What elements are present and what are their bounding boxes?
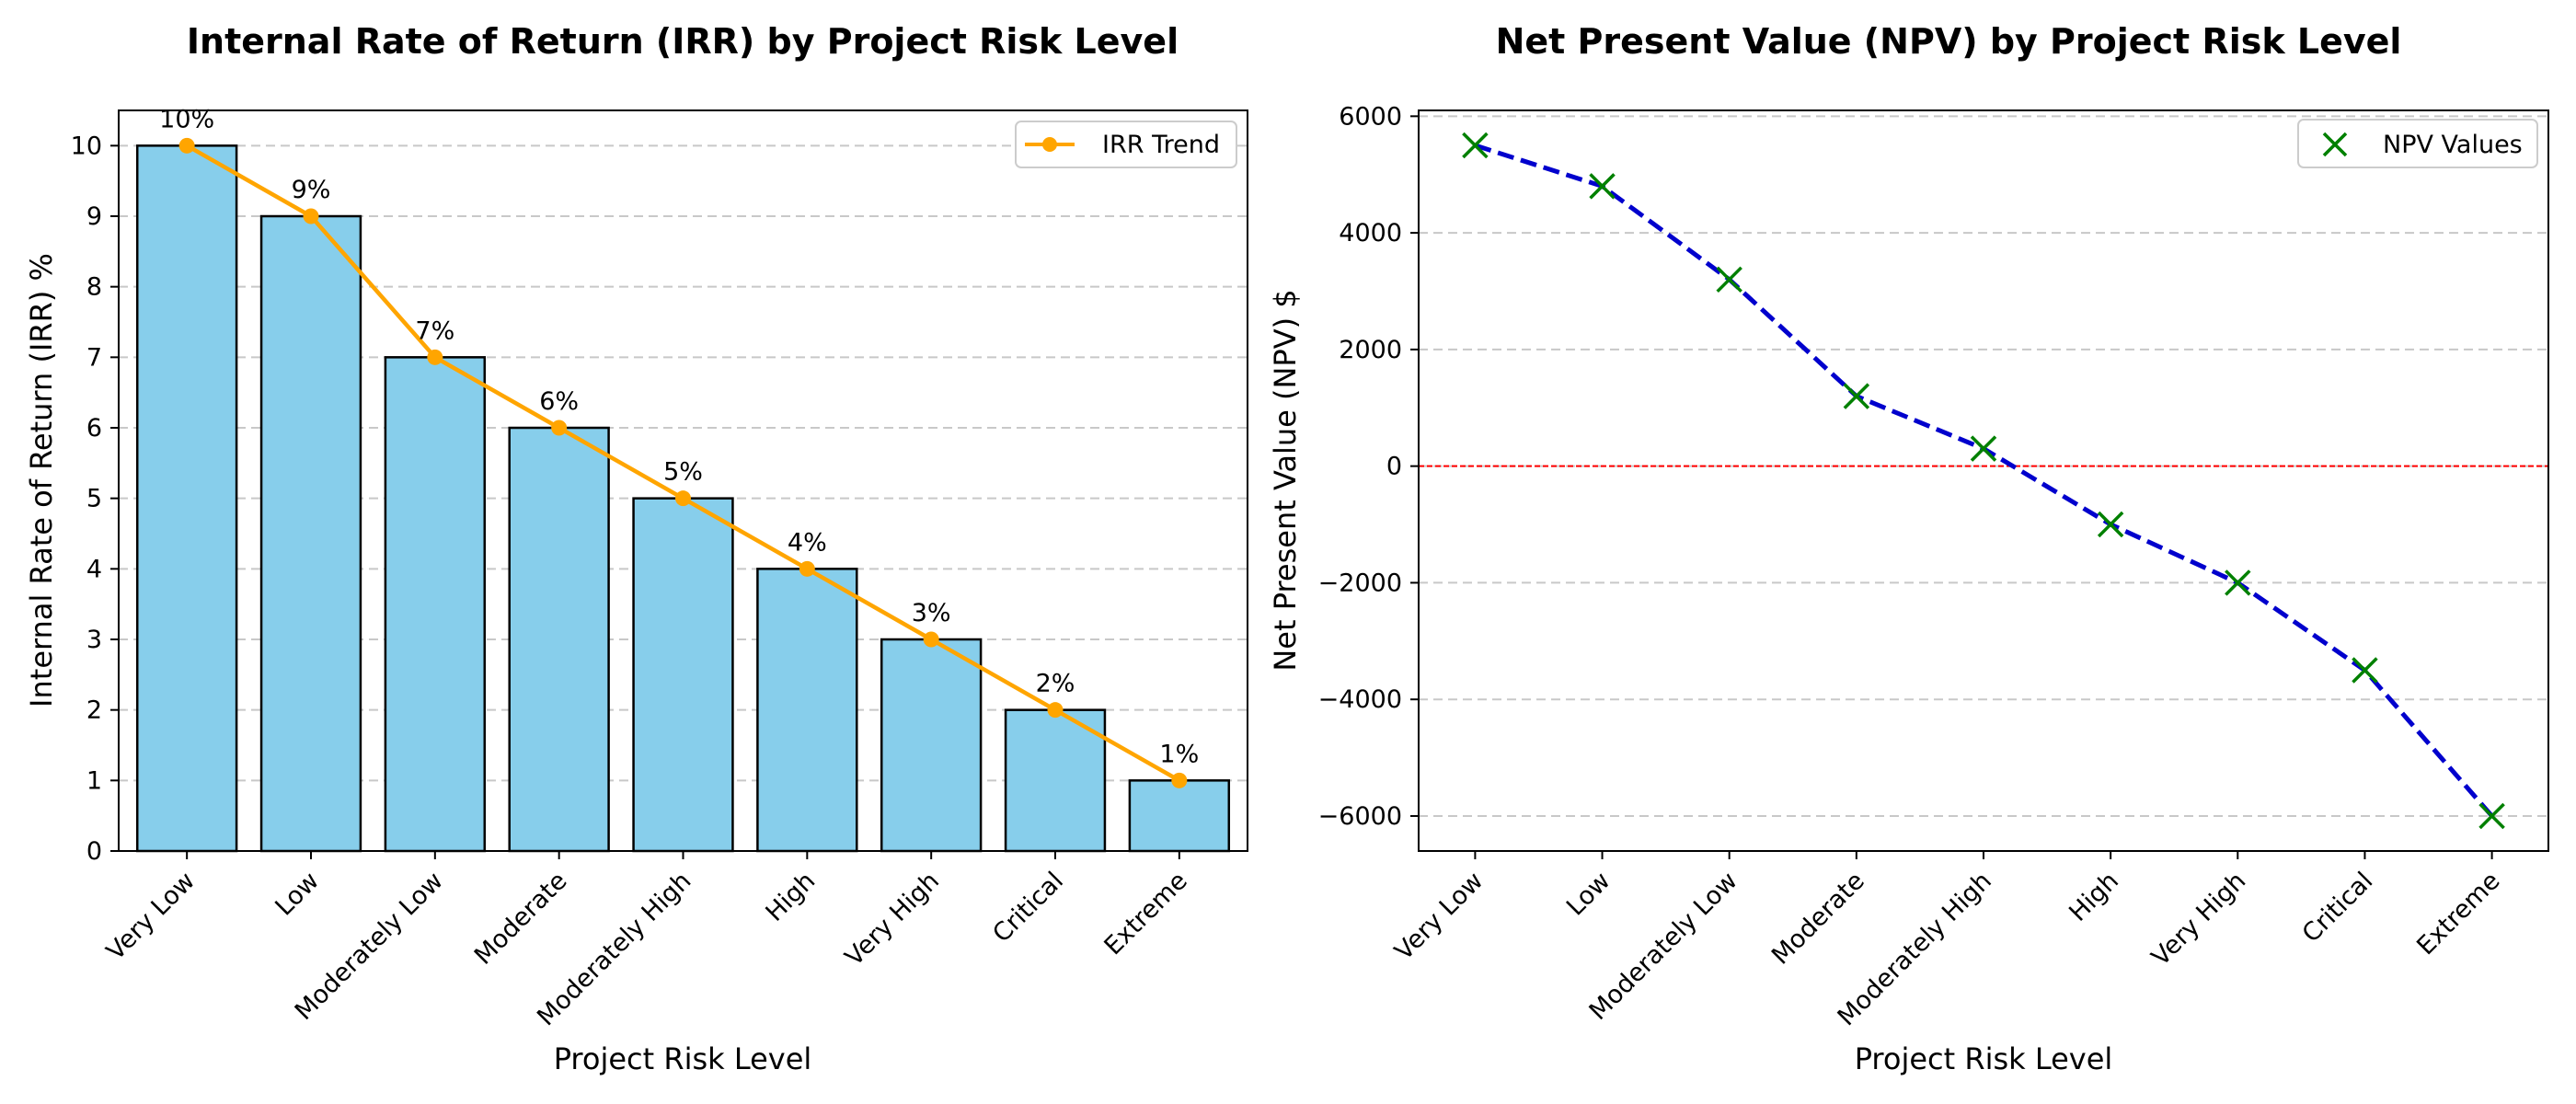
npv-markers xyxy=(1462,132,2505,830)
irr-y-tick-label: 0 xyxy=(86,837,102,866)
irr-bars xyxy=(135,144,1231,853)
irr-data-label: 2% xyxy=(1036,670,1075,698)
irr-y-tick-label: 2 xyxy=(86,696,102,725)
npv-y-tick-label: 4000 xyxy=(1339,219,1402,247)
irr-trend-point xyxy=(799,560,815,577)
npv-x-tick-label: Moderate xyxy=(1766,867,1870,971)
irr-y-tick-label: 3 xyxy=(86,626,102,654)
irr-data-label: 6% xyxy=(539,387,579,416)
irr-y-tick-label: 7 xyxy=(86,343,102,372)
npv-point-marker xyxy=(1462,132,1489,159)
irr-trend-point xyxy=(1171,772,1188,788)
npv-point-marker xyxy=(1970,435,1997,462)
irr-bar xyxy=(508,426,610,853)
irr-legend-box xyxy=(1015,121,1237,168)
npv-x-tick-label: Extreme xyxy=(2411,867,2505,960)
irr-trend-point xyxy=(551,420,568,436)
irr-bar xyxy=(880,638,983,853)
npv-x-tick-label: Low xyxy=(1561,867,1616,922)
irr-legend: IRR Trend xyxy=(1015,121,1237,168)
irr-data-label: 9% xyxy=(292,176,331,204)
irr-trend-point xyxy=(178,137,195,154)
irr-data-label: 1% xyxy=(1159,740,1199,768)
irr-x-tick-label: Critical xyxy=(987,867,1069,949)
npv-y-tick-label: 2000 xyxy=(1339,336,1402,364)
npv-point-marker xyxy=(1843,383,1870,409)
npv-y-tick-label: −2000 xyxy=(1318,569,1402,597)
npv-point-marker xyxy=(2478,802,2505,830)
irr-bar xyxy=(1128,779,1231,853)
irr-trend-point xyxy=(427,349,443,365)
npv-point-marker xyxy=(2225,569,2251,596)
irr-trend-point xyxy=(1047,702,1064,719)
irr-y-tick-label: 6 xyxy=(86,414,102,443)
irr-trend-line xyxy=(178,137,1188,788)
npv-y-ticks: −6000 −4000 −2000 0 2000 4000 6000 xyxy=(1318,102,1419,831)
npv-legend-label: NPV Values xyxy=(2383,131,2523,159)
npv-y-axis-label: Net Present Value (NPV) $ xyxy=(1268,289,1303,671)
irr-data-label: 5% xyxy=(663,458,703,487)
npv-chart: Net Present Value (NPV) by Project Risk … xyxy=(1268,21,2549,1076)
irr-x-tick-label: Extreme xyxy=(1099,867,1193,960)
npv-x-axis-label: Project Risk Level xyxy=(1855,1041,2113,1076)
irr-bar xyxy=(135,144,238,853)
npv-legend-box xyxy=(2297,119,2538,168)
irr-y-axis-label: Internal Rate of Return (IRR) % xyxy=(24,253,59,707)
irr-bar xyxy=(756,568,858,853)
irr-y-tick-label: 1 xyxy=(86,766,102,795)
npv-y-tick-label: 6000 xyxy=(1339,102,1402,131)
irr-trend-point xyxy=(675,490,691,507)
irr-data-labels: 10% 9% 7% 6% 5% 4% 3% 2% 1% xyxy=(159,105,1199,768)
irr-chart: Internal Rate of Return (IRR) by Project… xyxy=(24,21,1248,1076)
irr-data-label: 4% xyxy=(788,528,827,557)
npv-x-tick-label: High xyxy=(2064,867,2124,927)
irr-y-tick-label: 4 xyxy=(86,555,102,583)
irr-y-tick-label: 9 xyxy=(86,202,102,231)
npv-x-tick-label: Very Low xyxy=(1389,867,1489,966)
npv-y-tick-label: −6000 xyxy=(1318,802,1402,831)
irr-data-label: 7% xyxy=(415,316,454,345)
irr-bar xyxy=(384,356,487,853)
irr-x-tick-label: Very Low xyxy=(101,867,201,966)
npv-x-tick-label: Critical xyxy=(2297,867,2379,949)
irr-y-tick-label: 8 xyxy=(86,273,102,302)
npv-legend: NPV Values xyxy=(2297,119,2538,168)
npv-line xyxy=(1474,143,2494,818)
npv-legend-marker-swatch xyxy=(2322,132,2348,157)
irr-bar xyxy=(632,497,734,853)
npv-point-marker xyxy=(1716,266,1742,293)
irr-chart-title: Internal Rate of Return (IRR) by Project… xyxy=(187,21,1179,62)
irr-y-tick-label: 5 xyxy=(86,485,102,513)
npv-x-tick-label: Very High xyxy=(2146,867,2251,972)
npv-point-marker xyxy=(1589,173,1616,200)
irr-x-tick-label: Moderate xyxy=(469,867,573,971)
irr-x-axis-label: Project Risk Level xyxy=(554,1041,812,1076)
npv-y-tick-label: 0 xyxy=(1386,453,1402,481)
irr-x-tick-label: Very High xyxy=(840,867,945,972)
irr-trend-point xyxy=(303,208,319,224)
npv-plot-frame xyxy=(1418,109,2549,852)
irr-data-label: 10% xyxy=(159,105,214,133)
irr-x-tick-label: High xyxy=(760,867,821,927)
irr-legend-label: IRR Trend xyxy=(1102,131,1220,159)
irr-y-ticks: 0 1 2 3 4 5 6 7 8 9 10 xyxy=(71,132,119,866)
irr-bar xyxy=(259,214,362,853)
irr-trend-point xyxy=(923,631,939,648)
npv-point-marker xyxy=(2352,657,2378,684)
npv-polyline xyxy=(1474,143,2494,818)
npv-chart-title: Net Present Value (NPV) by Project Risk … xyxy=(1496,21,2402,62)
irr-x-tick-label: Low xyxy=(270,867,325,922)
irr-data-label: 3% xyxy=(912,599,951,627)
npv-y-tick-label: −4000 xyxy=(1318,685,1402,714)
irr-legend-marker-swatch xyxy=(1042,137,1057,152)
npv-point-marker xyxy=(2097,511,2124,538)
irr-y-tick-label: 10 xyxy=(71,132,102,160)
